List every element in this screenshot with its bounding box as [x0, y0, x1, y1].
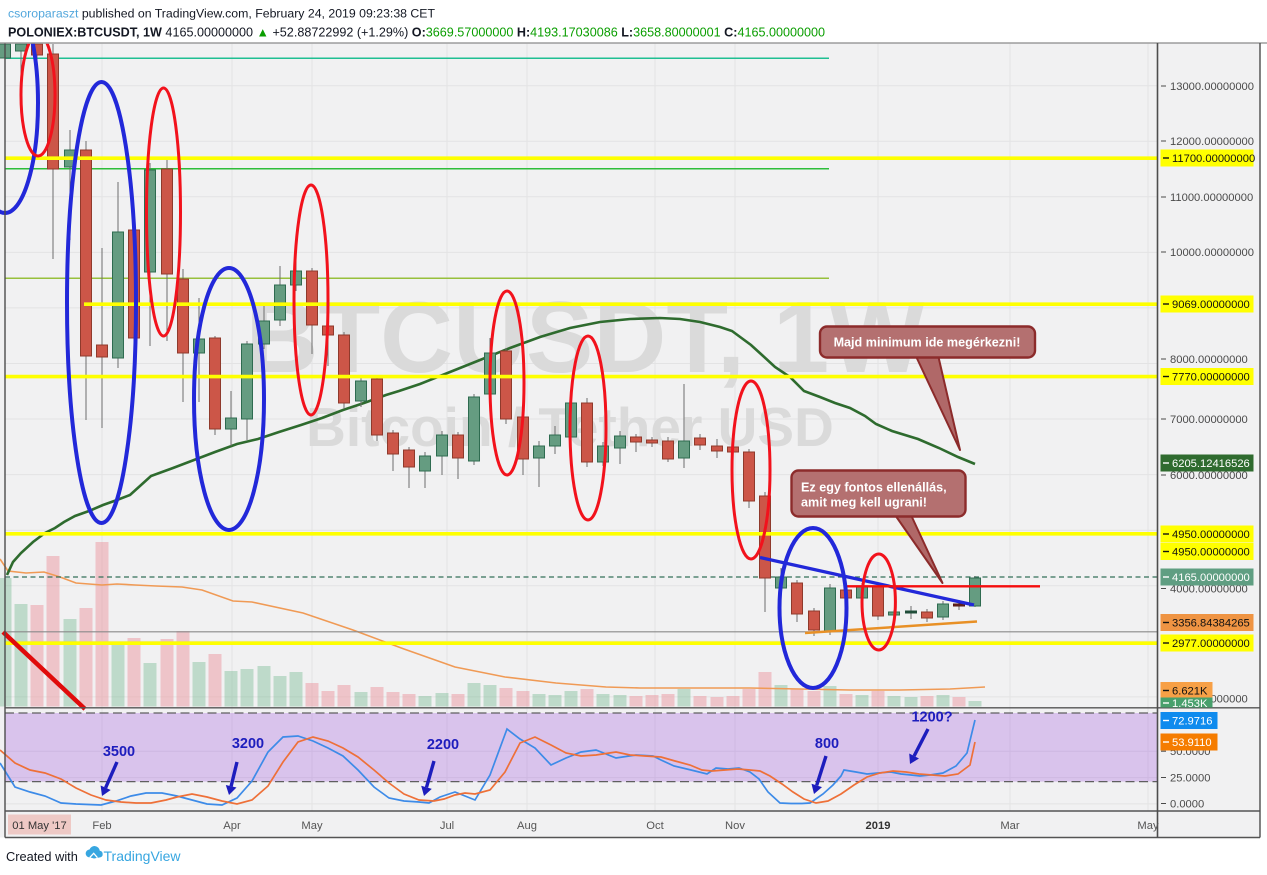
svg-text:11000.00000000: 11000.00000000 — [1170, 192, 1253, 204]
svg-text:72.9716: 72.9716 — [1172, 716, 1212, 728]
svg-text:csoroparaszt published on Trad: csoroparaszt published on TradingView.co… — [8, 7, 435, 21]
svg-text:4000.00000000: 4000.00000000 — [1170, 584, 1248, 596]
svg-text:Nov: Nov — [725, 820, 745, 832]
svg-text:7770.00000000: 7770.00000000 — [1172, 372, 1250, 384]
svg-text:800: 800 — [815, 736, 839, 752]
svg-text:9069.00000000: 9069.00000000 — [1172, 299, 1250, 311]
svg-text:TradingView: TradingView — [104, 848, 182, 864]
svg-text:May: May — [1137, 820, 1159, 832]
svg-text:10000.00000000: 10000.00000000 — [1170, 247, 1254, 259]
svg-text:0.0000: 0.0000 — [1170, 799, 1204, 811]
svg-text:4950.00000000: 4950.00000000 — [1172, 529, 1250, 541]
svg-text:2977.00000000: 2977.00000000 — [1172, 638, 1250, 650]
svg-text:POLONIEX:BTCUSDT, 1W 4165.000: POLONIEX:BTCUSDT, 1W 4165.00000000 ▲ +52… — [8, 26, 825, 40]
svg-text:53.9110: 53.9110 — [1172, 737, 1212, 749]
svg-text:6000.00000000: 6000.00000000 — [1170, 470, 1248, 482]
svg-text:Majd minimum ide megérkezni!: Majd minimum ide megérkezni! — [834, 336, 1021, 350]
svg-text:1.453K: 1.453K — [1172, 698, 1208, 710]
svg-text:4950.00000000: 4950.00000000 — [1172, 547, 1250, 559]
svg-text:Aug: Aug — [517, 820, 537, 832]
svg-text:11700.00000000: 11700.00000000 — [1172, 153, 1255, 165]
svg-text:25.0000: 25.0000 — [1170, 773, 1210, 785]
svg-text:Created with: Created with — [6, 849, 78, 864]
svg-text:7000.00000000: 7000.00000000 — [1170, 414, 1248, 426]
svg-text:2019: 2019 — [866, 820, 891, 832]
svg-text:Feb: Feb — [92, 820, 111, 832]
svg-text:May: May — [301, 820, 323, 832]
svg-text:1200?: 1200? — [911, 710, 952, 726]
svg-text:12000.00000000: 12000.00000000 — [1170, 136, 1254, 148]
svg-text:8000.00000000: 8000.00000000 — [1170, 354, 1248, 366]
svg-text:amit meg kell ugrani!: amit meg kell ugrani! — [801, 496, 927, 510]
svg-text:6.621K: 6.621K — [1172, 686, 1208, 698]
svg-text:3500: 3500 — [103, 744, 135, 760]
svg-text:4165.00000000: 4165.00000000 — [1172, 572, 1250, 584]
svg-text:Ez egy fontos ellenállás,: Ez egy fontos ellenállás, — [801, 481, 947, 495]
svg-text:13000.00000000: 13000.00000000 — [1170, 81, 1254, 93]
svg-text:6205.12416526: 6205.12416526 — [1172, 458, 1250, 470]
svg-text:2200: 2200 — [427, 737, 459, 753]
svg-text:Jul: Jul — [440, 820, 454, 832]
svg-text:Apr: Apr — [223, 820, 241, 832]
svg-text:Oct: Oct — [646, 820, 664, 832]
svg-text:Mar: Mar — [1000, 820, 1020, 832]
svg-text:3356.84384265: 3356.84384265 — [1172, 618, 1250, 630]
svg-text:3200: 3200 — [232, 736, 264, 752]
svg-text:01 May '17: 01 May '17 — [12, 820, 66, 832]
